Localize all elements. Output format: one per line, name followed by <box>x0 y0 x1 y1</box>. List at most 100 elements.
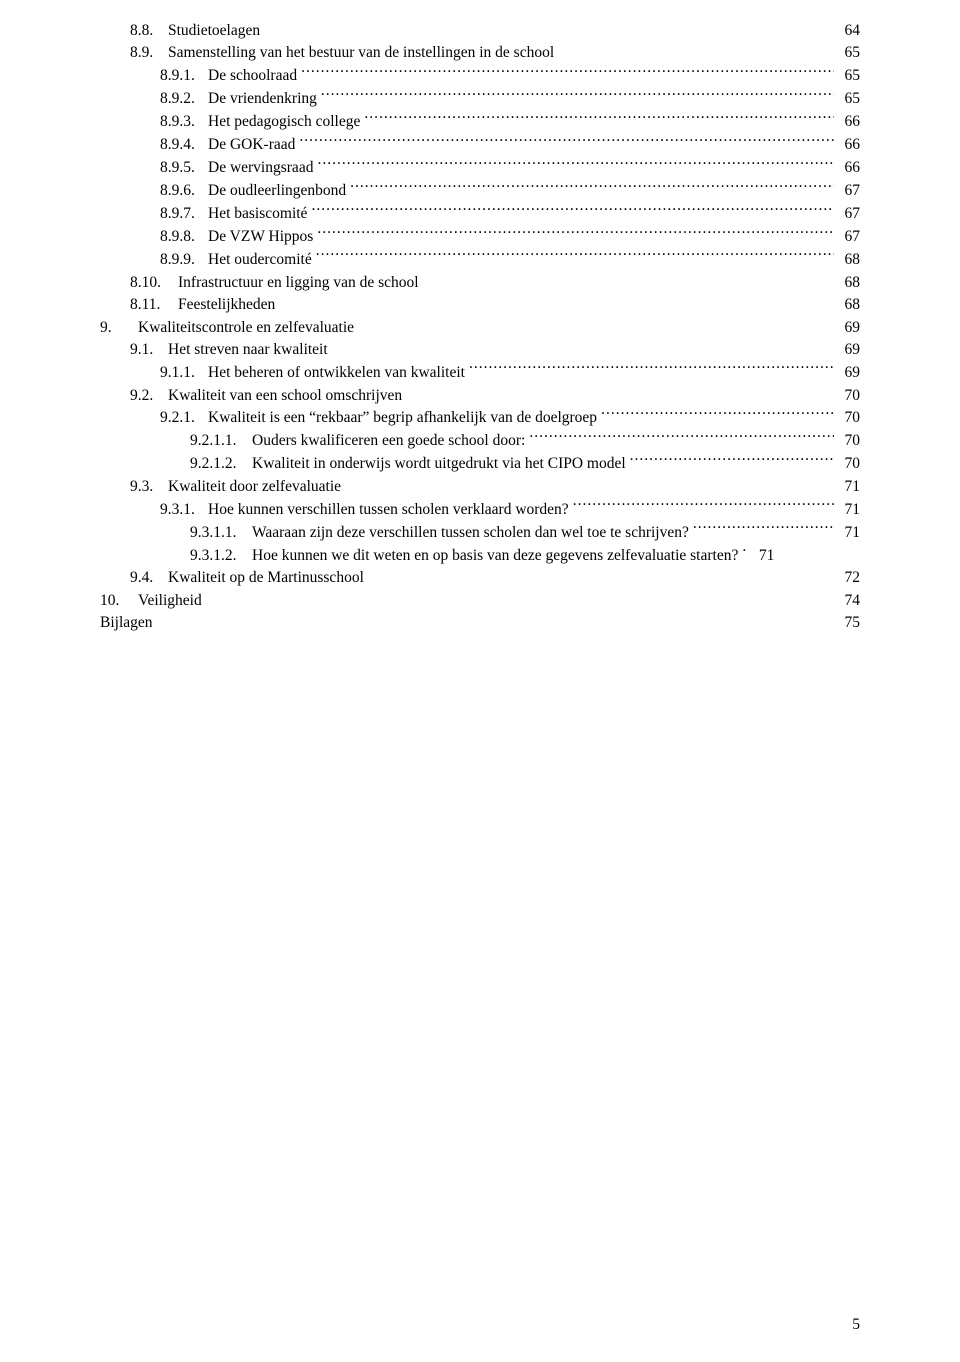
dot-leader <box>311 203 834 219</box>
toc-entry-page: 65 <box>834 65 860 87</box>
toc-entry-page: 66 <box>834 134 860 156</box>
toc-entry: 9.3.1.Hoe kunnen verschillen tussen scho… <box>100 498 860 521</box>
toc-entry-page: 66 <box>834 111 860 133</box>
toc-entry: 9.3.1.1.Waaraan zijn deze verschillen tu… <box>100 521 860 544</box>
toc-entry: 8.11.Feestelijkheden68 <box>100 294 860 316</box>
toc-entry-title: Kwaliteit in onderwijs wordt uitgedrukt … <box>252 453 630 475</box>
toc-entry: 8.9.Samenstelling van het bestuur van de… <box>100 42 860 64</box>
toc-entry-page: 68 <box>834 249 860 271</box>
toc-entry: 9.3.1.2.Hoe kunnen we dit weten en op ba… <box>100 544 860 567</box>
toc-entry-number: 9.1.1. <box>160 362 208 384</box>
toc-entry: 9.1.1.Het beheren of ontwikkelen van kwa… <box>100 362 860 385</box>
toc-entry: 9.2.1.Kwaliteit is een “rekbaar” begrip … <box>100 407 860 430</box>
toc-entry: 8.9.3.Het pedagogisch college 66 <box>100 111 860 134</box>
toc-entry-number: 8.9.9. <box>160 249 208 271</box>
toc-entry-number: 8.9.8. <box>160 226 208 248</box>
dot-leader <box>321 88 834 104</box>
toc-entry: 8.9.4.De GOK-raad66 <box>100 134 860 157</box>
toc-entry-number: 9.1. <box>130 339 168 361</box>
toc-entry-title: Waaraan zijn deze verschillen tussen sch… <box>252 522 693 544</box>
toc-entry-page: 67 <box>834 180 860 202</box>
toc-entry-page: 70 <box>834 453 860 475</box>
toc-entry-title: Het pedagogisch college <box>208 111 364 133</box>
toc-entry-number: 9.3.1. <box>160 499 208 521</box>
toc-entry-number: 9.4. <box>130 567 168 589</box>
toc-entry: 9.1.Het streven naar kwaliteit69 <box>100 339 860 361</box>
dot-leader <box>601 407 834 423</box>
toc-entry: 8.10.Infrastructuur en ligging van de sc… <box>100 272 860 294</box>
toc-entry-title: Samenstelling van het bestuur van de ins… <box>168 42 558 64</box>
toc-entry-title: Bijlagen <box>100 612 157 634</box>
toc-entry-title: Feestelijkheden <box>178 294 279 316</box>
toc-entry-page: 71 <box>748 545 774 567</box>
toc-entry: 9.Kwaliteitscontrole en zelfevaluatie 69 <box>100 317 860 339</box>
toc-entry-title: De oudleerlingenbond <box>208 180 350 202</box>
toc-entry-title: De vriendenkring <box>208 88 321 110</box>
dot-leader <box>316 249 834 265</box>
toc-entry: 9.3.Kwaliteit door zelfevaluatie71 <box>100 476 860 498</box>
toc-entry-page: 70 <box>834 407 860 429</box>
dot-leader <box>301 65 834 81</box>
toc-entry-page: 68 <box>834 272 860 294</box>
toc-entry-title: Ouders kwalificeren een goede school doo… <box>252 430 529 452</box>
toc-entry-page: 66 <box>834 157 860 179</box>
toc-entry-title: Het basiscomité <box>208 203 311 225</box>
toc-entry: 9.4.Kwaliteit op de Martinusschool72 <box>100 567 860 589</box>
toc-entry-title: Hoe kunnen verschillen tussen scholen ve… <box>208 499 573 521</box>
footer-page-number: 5 <box>852 1316 860 1334</box>
toc-entry-number: 9. <box>100 317 138 339</box>
toc-entry-page: 75 <box>834 612 860 634</box>
toc-entry: 8.9.9.Het oudercomité 68 <box>100 249 860 272</box>
toc-entry-title: De VZW Hippos <box>208 226 317 248</box>
toc-entry-number: 8.9.1. <box>160 65 208 87</box>
toc-entry: 8.9.8.De VZW Hippos 67 <box>100 226 860 249</box>
dot-leader <box>742 544 748 560</box>
toc-entry-page: 74 <box>834 590 860 612</box>
toc-entry-title: Het streven naar kwaliteit <box>168 339 332 361</box>
toc-entry-page: 67 <box>834 203 860 225</box>
toc-entry-title: Kwaliteit door zelfevaluatie <box>168 476 345 498</box>
toc-entry-number: 9.2.1.1. <box>190 430 252 452</box>
dot-leader <box>299 134 834 150</box>
toc-entry-number: 9.2. <box>130 385 168 407</box>
dot-leader <box>350 180 834 196</box>
toc-entry: 10.Veiligheid 74 <box>100 590 860 612</box>
toc-entry-number: 8.9.2. <box>160 88 208 110</box>
toc-entry-title: Het oudercomité <box>208 249 316 271</box>
toc-entry-page: 65 <box>834 42 860 64</box>
toc-entry-title: Kwaliteit is een “rekbaar” begrip afhank… <box>208 407 601 429</box>
dot-leader <box>364 111 834 127</box>
toc-entry-title: Veiligheid <box>138 590 206 612</box>
toc-entry-page: 65 <box>834 88 860 110</box>
toc-entry-number: 9.2.1. <box>160 407 208 429</box>
dot-leader <box>630 453 834 469</box>
toc-entry-number: 8.9.6. <box>160 180 208 202</box>
toc-entry-page: 64 <box>834 20 860 42</box>
toc-entry-title: Kwaliteit op de Martinusschool <box>168 567 368 589</box>
table-of-contents: 8.8.Studietoelagen 648.9.Samenstelling va… <box>100 20 860 635</box>
toc-entry-number: 8.9.5. <box>160 157 208 179</box>
dot-leader <box>469 362 834 378</box>
toc-entry-title: De wervingsraad <box>208 157 317 179</box>
toc-entry-page: 67 <box>834 226 860 248</box>
toc-entry-number: 8.8. <box>130 20 168 42</box>
toc-entry: 8.9.6.De oudleerlingenbond 67 <box>100 180 860 203</box>
toc-entry-title: Studietoelagen <box>168 20 264 42</box>
toc-entry-number: 10. <box>100 590 138 612</box>
toc-entry-number: 8.9.3. <box>160 111 208 133</box>
toc-entry-page: 71 <box>834 476 860 498</box>
toc-entry-number: 8.9.7. <box>160 203 208 225</box>
toc-entry-title: Hoe kunnen we dit weten en op basis van … <box>252 545 742 567</box>
toc-entry-page: 68 <box>834 294 860 316</box>
toc-entry-number: 9.3.1.2. <box>190 545 252 567</box>
toc-entry-number: 9.2.1.2. <box>190 453 252 475</box>
dot-leader <box>317 157 834 173</box>
toc-entry: 8.9.7.Het basiscomité 67 <box>100 203 860 226</box>
toc-entry: 8.9.1.De schoolraad65 <box>100 65 860 88</box>
toc-entry-title: Kwaliteitscontrole en zelfevaluatie <box>138 317 358 339</box>
toc-entry-title: De GOK-raad <box>208 134 299 156</box>
dot-leader <box>317 226 834 242</box>
toc-entry-title: Kwaliteit van een school omschrijven <box>168 385 406 407</box>
toc-entry: 9.2.Kwaliteit van een school omschrijven… <box>100 385 860 407</box>
toc-entry-page: 69 <box>834 317 860 339</box>
